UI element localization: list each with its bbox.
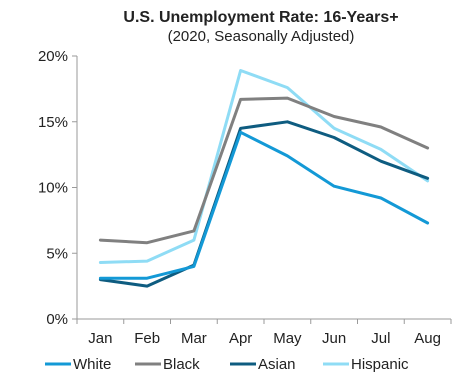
legend-label-asian: Asian [258, 356, 296, 373]
x-tick-label: Apr [229, 330, 252, 347]
series-line-asian [98, 120, 430, 288]
x-tick-label: Jul [371, 330, 390, 347]
x-tick-label: Aug [414, 330, 441, 347]
x-axis: Jan Feb Mar Apr May Jun Jul Aug [76, 318, 452, 347]
y-tick-label: 20% [38, 48, 68, 65]
y-axis: 0% 5% 10% 15% 20% [38, 48, 78, 328]
y-tick-label: 0% [46, 311, 68, 328]
chart-subtitle: (2020, Seasonally Adjusted) [168, 28, 355, 45]
legend-label-white: White [73, 356, 111, 373]
series-layer [98, 69, 430, 288]
series-line-black [98, 96, 430, 245]
legend: White Black Asian Hispanic [45, 356, 409, 373]
y-tick-label: 5% [46, 245, 68, 262]
legend-label-black: Black [163, 356, 200, 373]
x-tick-label: Jan [88, 330, 112, 347]
chart-title: U.S. Unemployment Rate: 16-Years+ [123, 9, 398, 26]
x-tick-label: Feb [134, 330, 160, 347]
series-line-hispanic [98, 69, 430, 264]
x-tick-label: May [273, 330, 302, 347]
y-tick-label: 10% [38, 180, 68, 197]
series-line-white [98, 130, 430, 280]
x-tick-label: Mar [181, 330, 207, 347]
legend-label-hispanic: Hispanic [351, 356, 409, 373]
y-tick-label: 15% [38, 114, 68, 131]
x-tick-label: Jun [322, 330, 346, 347]
